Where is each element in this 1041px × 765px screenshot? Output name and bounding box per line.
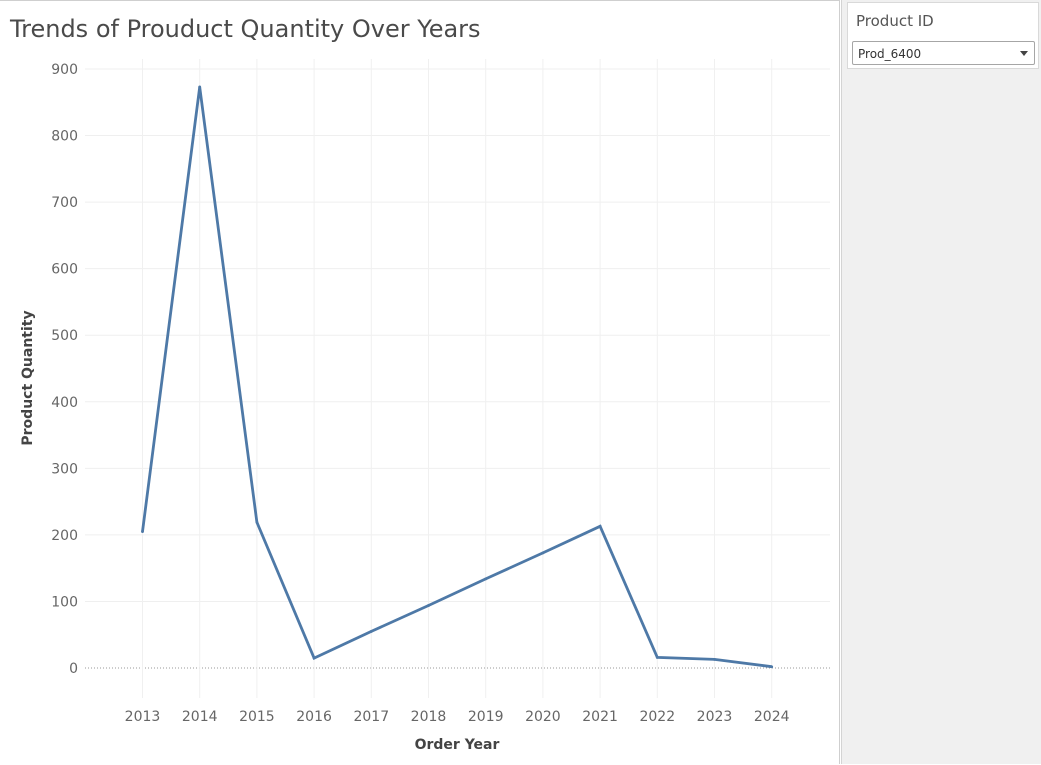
product-id-dropdown[interactable]: Prod_6400 bbox=[852, 41, 1035, 65]
x-tick-label: 2016 bbox=[296, 709, 332, 725]
x-tick-label: 2019 bbox=[468, 709, 504, 725]
x-tick-label: 2020 bbox=[525, 709, 561, 725]
x-axis-ticks: 2013 2014 2015 2016 2017 2018 2019 2020 2021 2022… bbox=[125, 709, 790, 725]
chevron-down-icon bbox=[1020, 51, 1028, 56]
x-axis-label: Order Year bbox=[415, 737, 500, 753]
data-point[interactable] bbox=[198, 85, 202, 89]
y-axis-ticks: 0 100 200 300 400 500 600 700 800 900 bbox=[51, 62, 78, 677]
x-tick-label: 2015 bbox=[239, 709, 275, 725]
series-lines[interactable] bbox=[141, 85, 774, 669]
data-point[interactable] bbox=[427, 604, 430, 607]
x-tick-label: 2018 bbox=[411, 709, 447, 725]
dropdown-selected-value: Prod_6400 bbox=[858, 47, 922, 61]
y-tick-label: 200 bbox=[51, 528, 78, 544]
filter-title: Product ID bbox=[856, 12, 934, 30]
gridlines bbox=[85, 59, 830, 698]
data-point[interactable] bbox=[484, 577, 488, 581]
y-tick-label: 400 bbox=[51, 395, 78, 411]
y-axis-label: Product Quantity bbox=[20, 310, 36, 445]
y-tick-label: 300 bbox=[51, 461, 78, 477]
y-tick-label: 800 bbox=[51, 129, 78, 145]
x-tick-label: 2024 bbox=[754, 709, 790, 725]
filter-pane: Product ID Prod_6400 bbox=[841, 0, 1041, 764]
y-tick-label: 0 bbox=[69, 661, 78, 677]
x-tick-label: 2013 bbox=[125, 709, 161, 725]
x-tick-label: 2017 bbox=[353, 709, 389, 725]
chart-worksheet: Trends of Prouduct Quantity Over Years 0… bbox=[0, 0, 840, 764]
data-point[interactable] bbox=[369, 630, 373, 633]
y-tick-label: 100 bbox=[51, 594, 78, 610]
data-point[interactable] bbox=[713, 657, 716, 661]
x-tick-label: 2014 bbox=[182, 709, 218, 725]
data-point[interactable] bbox=[141, 530, 144, 533]
data-point[interactable] bbox=[770, 665, 774, 669]
plot-area bbox=[85, 59, 830, 698]
x-tick-label: 2023 bbox=[697, 709, 733, 725]
data-point[interactable] bbox=[255, 520, 259, 524]
x-tick-label: 2022 bbox=[639, 709, 675, 725]
data-point[interactable] bbox=[598, 524, 602, 528]
x-tick-label: 2021 bbox=[582, 709, 618, 725]
data-point[interactable] bbox=[312, 656, 316, 660]
chart-title: Trends of Prouduct Quantity Over Years bbox=[10, 15, 481, 43]
data-point[interactable] bbox=[541, 551, 545, 555]
y-tick-label: 500 bbox=[51, 328, 78, 344]
product-id-filter: Product ID Prod_6400 bbox=[847, 2, 1039, 69]
y-tick-label: 600 bbox=[51, 262, 78, 278]
y-tick-label: 700 bbox=[51, 195, 78, 211]
series-line[interactable] bbox=[141, 86, 772, 669]
y-tick-label: 900 bbox=[51, 62, 78, 78]
data-point[interactable] bbox=[655, 655, 659, 659]
